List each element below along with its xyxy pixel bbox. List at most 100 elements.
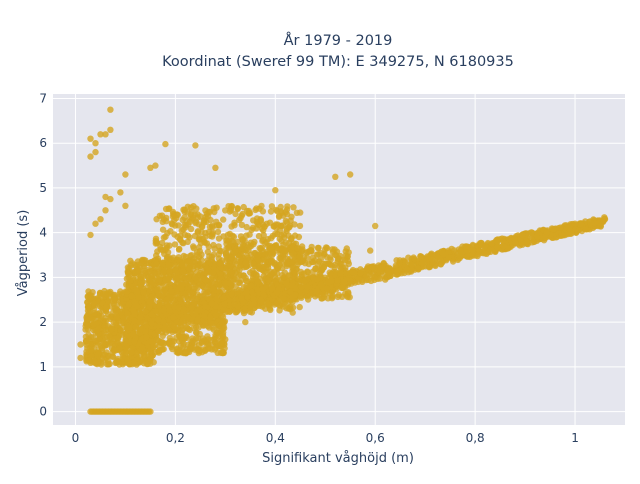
data-point xyxy=(166,307,173,314)
data-point xyxy=(113,313,120,320)
data-point xyxy=(301,277,308,285)
data-point xyxy=(236,266,243,273)
data-point xyxy=(103,304,110,311)
data-point xyxy=(178,227,185,234)
data-point xyxy=(357,269,364,277)
data-point xyxy=(273,244,281,251)
x-tick-label: 0,2 xyxy=(166,431,185,445)
data-point xyxy=(260,231,267,239)
data-point xyxy=(284,203,291,210)
data-point xyxy=(323,244,330,251)
data-point xyxy=(87,347,95,354)
data-point xyxy=(92,220,99,227)
data-point xyxy=(178,334,185,342)
data-point xyxy=(174,233,181,241)
data-point xyxy=(212,312,220,319)
data-point xyxy=(317,281,325,289)
data-point xyxy=(212,164,219,171)
data-point xyxy=(95,350,102,357)
data-point xyxy=(315,244,322,252)
data-point xyxy=(278,237,285,244)
data-point xyxy=(243,277,250,285)
data-point xyxy=(276,307,283,314)
data-point xyxy=(141,267,148,274)
data-point xyxy=(100,329,108,337)
data-point xyxy=(83,316,91,323)
chart-title-line2: Koordinat (Sweref 99 TM): E 349275, N 61… xyxy=(162,54,514,70)
data-point xyxy=(175,246,183,253)
data-point xyxy=(102,131,109,138)
data-point xyxy=(164,302,172,309)
data-point xyxy=(258,202,265,210)
data-point xyxy=(162,205,170,213)
data-point xyxy=(251,238,258,246)
data-point xyxy=(294,244,301,252)
data-point xyxy=(228,262,235,270)
data-point xyxy=(191,339,198,346)
data-point xyxy=(195,324,202,331)
data-point xyxy=(328,262,335,269)
data-point xyxy=(148,311,155,318)
data-point xyxy=(231,219,238,226)
data-point xyxy=(571,220,579,227)
data-point xyxy=(283,259,290,266)
data-point xyxy=(147,283,154,290)
data-point xyxy=(171,241,179,248)
data-point xyxy=(314,275,321,283)
data-point xyxy=(154,316,162,323)
data-point xyxy=(87,135,94,142)
data-point xyxy=(305,260,312,268)
data-point xyxy=(155,327,162,335)
data-point xyxy=(90,316,97,323)
data-point xyxy=(223,308,230,315)
data-point xyxy=(338,284,345,291)
data-point xyxy=(300,257,307,264)
data-point xyxy=(221,301,228,308)
data-point xyxy=(203,341,211,349)
data-point xyxy=(254,278,262,285)
data-point xyxy=(122,171,129,178)
data-point xyxy=(184,314,191,321)
data-point xyxy=(200,283,207,291)
y-tick-label: 5 xyxy=(39,181,47,195)
data-point xyxy=(193,205,200,212)
data-point xyxy=(304,268,311,275)
data-point xyxy=(337,252,344,260)
data-point xyxy=(248,277,256,284)
data-point xyxy=(135,267,142,274)
data-point xyxy=(230,233,238,241)
data-point xyxy=(494,243,501,251)
data-point xyxy=(367,247,374,254)
data-point xyxy=(167,228,174,235)
data-point xyxy=(124,310,131,317)
data-point xyxy=(261,223,268,230)
data-point xyxy=(214,349,221,356)
x-axis-label: Signifikant våghöjd (m) xyxy=(262,451,414,466)
data-point xyxy=(254,256,262,263)
x-tick-label: 0,4 xyxy=(266,431,285,445)
data-point xyxy=(140,289,147,296)
data-point xyxy=(117,327,125,334)
data-point xyxy=(243,223,250,231)
data-point xyxy=(269,284,276,292)
data-point xyxy=(213,297,221,304)
data-point xyxy=(212,344,219,352)
data-point xyxy=(132,323,139,331)
data-point xyxy=(87,231,94,239)
data-point xyxy=(244,254,252,262)
data-point xyxy=(107,126,114,133)
data-point xyxy=(77,354,84,362)
data-point xyxy=(323,285,331,292)
data-point xyxy=(134,261,141,268)
x-tick-label: 0 xyxy=(72,431,80,445)
data-point xyxy=(202,303,209,310)
data-point xyxy=(512,240,519,247)
data-point xyxy=(403,265,411,273)
data-point xyxy=(211,245,218,252)
data-point xyxy=(278,232,285,239)
x-tick-label: 0,6 xyxy=(366,431,385,445)
data-point xyxy=(142,328,149,335)
data-point xyxy=(187,225,195,233)
data-point xyxy=(220,216,227,223)
